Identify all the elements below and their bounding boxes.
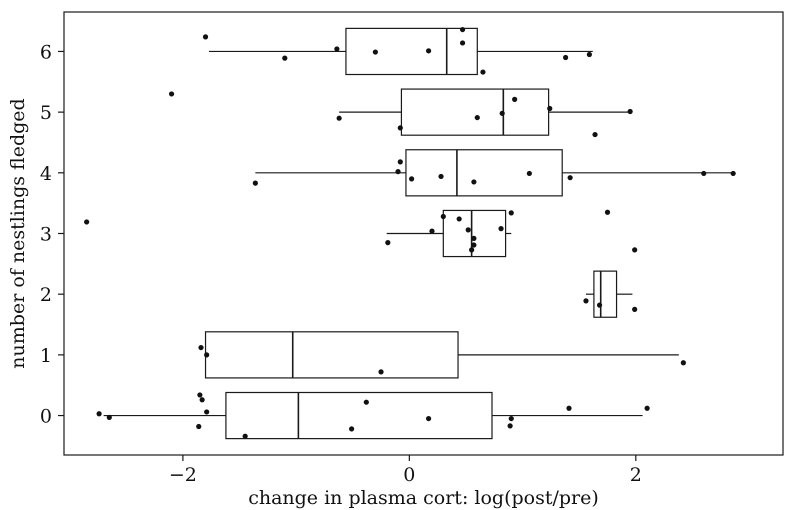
data-point — [592, 131, 598, 138]
iqr-box — [442, 209, 507, 258]
y-tick-label: 0 — [40, 406, 52, 428]
data-point — [199, 397, 205, 403]
data-point — [252, 180, 258, 186]
iqr-box — [593, 270, 618, 318]
data-point — [334, 46, 340, 52]
data-point — [378, 369, 384, 375]
data-point — [701, 170, 707, 177]
y-tick-label: 6 — [40, 41, 52, 63]
data-point — [106, 414, 112, 420]
data-point — [627, 108, 633, 115]
data-point — [566, 405, 572, 411]
box-group-0 — [103, 391, 643, 440]
data-point — [730, 170, 736, 177]
data-point — [471, 179, 477, 185]
points-layer — [84, 26, 736, 439]
y-tick-label: 3 — [40, 224, 52, 246]
iqr-box — [204, 331, 459, 379]
data-point — [336, 115, 342, 121]
iqr-box — [405, 149, 563, 197]
y-axis-label: number of nestlings fledged — [7, 98, 29, 368]
data-point — [425, 415, 432, 422]
data-point — [397, 159, 403, 165]
data-point — [563, 54, 569, 61]
data-point — [459, 40, 466, 46]
iqr-box — [345, 27, 478, 76]
data-point — [425, 48, 432, 54]
data-point — [168, 91, 175, 97]
data-point — [204, 409, 210, 415]
data-point — [465, 227, 471, 233]
data-point — [84, 219, 90, 225]
data-point — [508, 210, 514, 216]
data-point — [469, 247, 475, 253]
data-point — [596, 302, 603, 308]
box-group-4 — [255, 149, 733, 197]
data-point — [372, 49, 378, 55]
data-point — [508, 415, 514, 422]
y-axis-ticks: 0 1 2 3 4 5 6 — [40, 41, 64, 428]
data-point — [282, 55, 288, 61]
data-point — [397, 125, 403, 131]
x-axis-label: change in plasma cort: log(post/pre) — [248, 487, 599, 509]
x-axis-ticks: −2 0 2 — [169, 455, 642, 486]
data-point — [512, 96, 518, 102]
y-tick-label: 4 — [40, 163, 52, 185]
data-point — [586, 51, 592, 58]
y-tick-label: 2 — [40, 284, 52, 306]
data-point — [349, 426, 355, 432]
data-point — [480, 69, 486, 75]
data-point — [498, 226, 504, 232]
data-point — [547, 105, 553, 112]
boxes-layer — [103, 27, 733, 440]
x-tick-label: −2 — [169, 464, 197, 486]
data-point — [456, 216, 462, 222]
data-point — [196, 423, 202, 430]
data-point — [471, 235, 477, 241]
data-point — [644, 405, 650, 411]
data-point — [429, 228, 435, 234]
box-group-6 — [208, 27, 593, 76]
data-point — [680, 360, 686, 366]
x-tick-label: 2 — [630, 464, 642, 486]
data-point — [567, 175, 573, 181]
data-point — [197, 392, 203, 398]
data-point — [632, 247, 638, 253]
data-point — [202, 34, 209, 40]
box-group-5 — [339, 88, 631, 136]
data-point — [198, 344, 204, 351]
data-point — [438, 173, 444, 180]
data-point — [385, 240, 391, 246]
data-point — [459, 26, 466, 33]
box-group-3 — [386, 209, 512, 258]
data-point — [526, 170, 532, 177]
iqr-box — [400, 88, 550, 136]
data-point — [440, 213, 446, 220]
data-point — [474, 114, 480, 121]
data-point — [632, 306, 638, 312]
data-point — [242, 433, 248, 439]
data-point — [363, 399, 369, 405]
data-point — [96, 411, 102, 417]
data-point — [583, 298, 589, 304]
y-tick-label: 1 — [40, 345, 52, 367]
data-point — [499, 110, 505, 116]
y-tick-label: 5 — [40, 102, 52, 124]
data-point — [409, 176, 415, 182]
box-group-1 — [204, 331, 679, 379]
data-point — [507, 423, 513, 429]
iqr-box — [225, 391, 493, 440]
data-point — [471, 242, 477, 248]
box-group-2 — [585, 270, 633, 318]
data-point — [604, 209, 611, 215]
data-point — [395, 169, 401, 175]
data-point — [204, 352, 210, 358]
x-tick-label: 0 — [403, 464, 415, 486]
